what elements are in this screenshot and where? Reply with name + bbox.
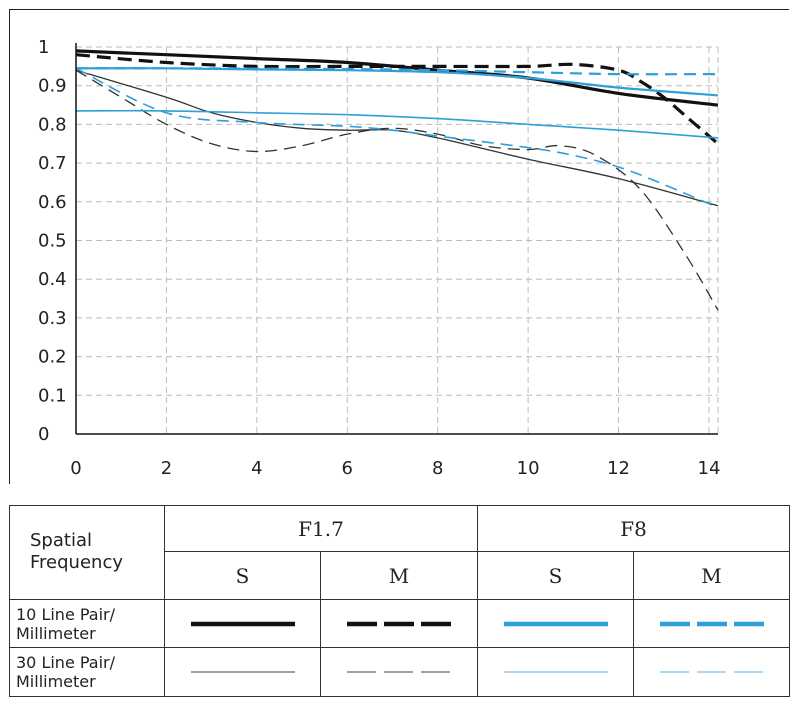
series-f8-m-30 <box>75 67 719 209</box>
legend-sample-cell <box>477 598 634 649</box>
series-f8-s-30 <box>75 109 719 139</box>
legend-sample-cell <box>632 647 791 697</box>
legend-table: Spatial Frequency F1.7 F8 S M S M 10 Lin… <box>9 504 791 697</box>
x-tick-label: 8 <box>432 458 443 479</box>
x-tick-label: 4 <box>251 458 262 479</box>
y-tick-label: 0.1 <box>38 385 67 406</box>
spatial-frequency-header: Spatial Frequency <box>9 505 165 600</box>
x-tick-label: 6 <box>342 458 353 479</box>
chart-frame: 0 0.1 0.2 0.3 0.4 0.5 0.6 0.7 0.8 0.9 1 0 2 4 6 8 10 12 14 <box>9 9 790 485</box>
x-tick-label: 0 <box>70 458 81 479</box>
row-label-text: 30 Line Pair/ Millimeter <box>16 653 116 692</box>
orientation-header-m: M <box>320 551 478 600</box>
row-label-10lp: 10 Line Pair/ Millimeter <box>9 598 165 649</box>
legend-sample-cell <box>164 647 321 697</box>
chart-background <box>10 10 790 485</box>
legend-sample-f1-7-m-10 <box>347 621 451 626</box>
series-f1-7-m-10 <box>75 53 720 146</box>
legend-sample-f1-7-s-30 <box>190 671 295 673</box>
legend-sample-f1-7-m-30 <box>347 671 451 673</box>
legend-sample-f8-m-10 <box>659 621 764 626</box>
aperture-header-f8: F8 <box>476 504 791 553</box>
series-f1-7-m-30 <box>75 69 719 311</box>
mtf-chart: 00.10.20.30.40.50.60.70.80.910 2 4 6 8 10 12 14 <box>10 10 790 485</box>
series-f1-7-s-30 <box>75 69 719 207</box>
y-tick-label: 0 <box>38 424 49 445</box>
aperture-header-f1-7: F1.7 <box>164 504 478 553</box>
y-tick-label: 0.3 <box>38 308 67 329</box>
legend-sample-cell <box>320 647 478 697</box>
y-tick-label: 0.8 <box>38 114 67 135</box>
spatial-frequency-label: Spatial Frequency <box>30 530 123 574</box>
legend-sample-f1-7-s-10 <box>190 621 295 626</box>
y-tick-label: 0.6 <box>38 192 67 213</box>
x-tick-label: 14 <box>698 458 721 479</box>
x-tick-label: 12 <box>607 458 630 479</box>
y-tick-label: 0.4 <box>38 269 67 290</box>
legend-sample-f8-s-10 <box>503 621 608 626</box>
legend-sample-cell <box>164 598 321 649</box>
tick-labels: 00.10.20.30.40.50.60.70.80.910 2 4 6 8 10 12 14 <box>38 37 720 479</box>
legend-sample-cell <box>477 647 634 697</box>
orientation-header-m: M <box>632 551 791 600</box>
legend-sample-cell <box>320 598 478 649</box>
axes <box>75 43 718 435</box>
grid <box>76 46 719 434</box>
legend-sample-f8-s-30 <box>503 671 608 673</box>
y-tick-label: 0.9 <box>38 76 67 97</box>
legend-sample-cell <box>632 598 791 649</box>
legend-sample-f8-m-30 <box>659 671 764 673</box>
y-tick-label: 1 <box>38 37 49 58</box>
orientation-header-s: S <box>164 551 321 600</box>
series-lines <box>75 49 720 311</box>
y-tick-label: 0.7 <box>38 153 67 174</box>
orientation-header-s: S <box>477 551 634 600</box>
row-label-text: 10 Line Pair/ Millimeter <box>16 604 116 643</box>
y-tick-label: 0.5 <box>38 231 67 252</box>
x-tick-label: 10 <box>517 458 540 479</box>
x-tick-label: 2 <box>161 458 172 479</box>
series-f8-m-10 <box>75 67 719 76</box>
row-label-30lp: 30 Line Pair/ Millimeter <box>9 647 165 697</box>
y-tick-label: 0.2 <box>38 347 67 368</box>
